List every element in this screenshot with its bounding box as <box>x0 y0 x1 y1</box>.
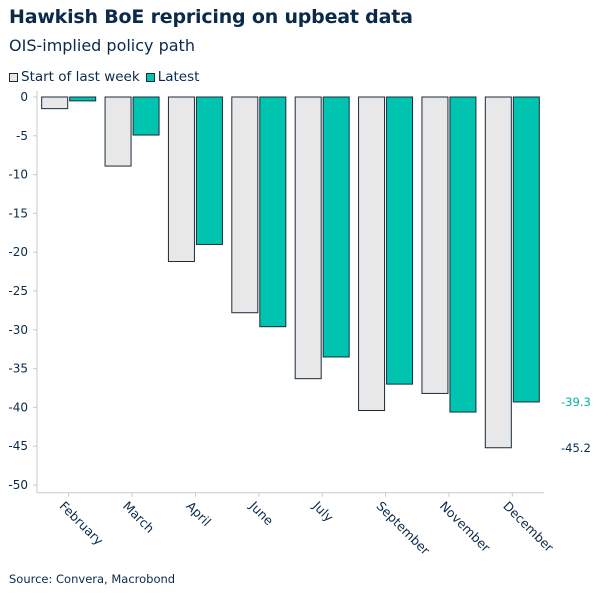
y-tick-label: 0 <box>20 90 28 104</box>
x-category-label: June <box>246 498 277 529</box>
bar-latest-february <box>69 96 97 102</box>
bar-start-of-last-week-september <box>358 96 386 412</box>
y-tick-label: -40 <box>8 400 28 414</box>
x-category-label: September <box>373 498 433 558</box>
legend-label-start-of-last-week: Start of last week <box>21 69 140 85</box>
end-value-label: -39.3 <box>561 395 591 409</box>
bar-latest-june <box>259 96 287 328</box>
y-tick-label: -20 <box>8 245 28 259</box>
bar-start-of-last-week-november <box>421 96 449 394</box>
bar-latest-july <box>322 96 350 358</box>
bar-latest-march <box>132 96 160 136</box>
chart-subtitle: OIS-implied policy path <box>9 36 195 55</box>
bar-start-of-last-week-december <box>484 96 512 449</box>
x-category-label: November <box>437 498 494 555</box>
legend-item-start-of-last-week: Start of last week <box>9 69 140 85</box>
legend-swatch-start-of-last-week <box>9 72 18 82</box>
y-tick-label: -15 <box>8 206 28 220</box>
end-value-label: -45.2 <box>561 441 591 455</box>
legend: Start of last week Latest <box>9 69 205 85</box>
x-category-label: March <box>120 498 158 536</box>
source-note: Source: Convera, Macrobond <box>9 572 176 586</box>
legend-item-latest: Latest <box>145 69 200 85</box>
bar-start-of-last-week-june <box>231 96 259 314</box>
bar-start-of-last-week-april <box>167 96 195 263</box>
x-category-label: July <box>309 498 337 526</box>
x-category-label: February <box>57 498 107 548</box>
legend-label-latest: Latest <box>157 69 200 85</box>
x-category-label: December <box>500 498 557 555</box>
bar-latest-december <box>512 96 540 403</box>
bar-start-of-last-week-july <box>294 96 322 380</box>
bar-latest-september <box>386 96 414 385</box>
chart-title: Hawkish BoE repricing on upbeat data <box>9 6 413 28</box>
legend-swatch-latest <box>145 72 155 82</box>
x-category-label: April <box>183 498 214 529</box>
y-tick-label: -45 <box>8 439 28 453</box>
bar-start-of-last-week-march <box>104 96 132 167</box>
bar-start-of-last-week-february <box>41 96 69 110</box>
bar-latest-november <box>449 96 477 413</box>
y-tick-label: -10 <box>8 168 28 182</box>
y-tick-label: -35 <box>8 362 28 376</box>
y-tick-label: -50 <box>8 478 28 492</box>
y-tick-label: -25 <box>8 284 28 298</box>
y-tick-label: -30 <box>8 323 28 337</box>
y-tick-label: -5 <box>16 129 28 143</box>
bar-latest-april <box>195 96 223 245</box>
